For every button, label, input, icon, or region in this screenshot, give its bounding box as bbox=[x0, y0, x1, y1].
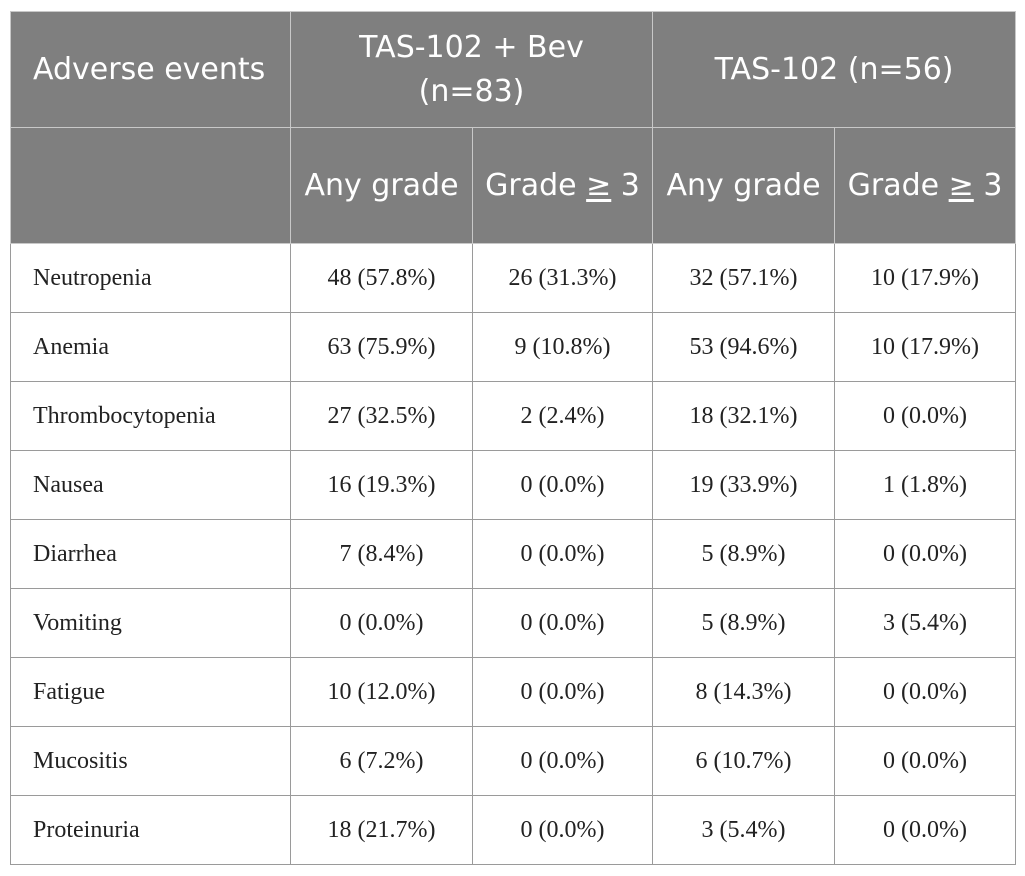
table-row: Neutropenia 48 (57.8%) 26 (31.3%) 32 (57… bbox=[10, 243, 1017, 313]
g2-any-grade-value: 6 (10.7%) bbox=[652, 726, 836, 796]
grade-prefix: Grade bbox=[485, 167, 587, 203]
table-row: Thrombocytopenia 27 (32.5%) 2 (2.4%) 18 … bbox=[10, 381, 1017, 451]
grade-ge-symbol: ≥ bbox=[948, 167, 974, 203]
table-row: Diarrhea 7 (8.4%) 0 (0.0%) 5 (8.9%) 0 (0… bbox=[10, 519, 1017, 589]
g1-any-grade-value: 48 (57.8%) bbox=[290, 243, 473, 313]
event-name: Nausea bbox=[10, 450, 291, 520]
g1-grade3-value: 0 (0.0%) bbox=[471, 519, 654, 589]
grade-suffix: 3 bbox=[973, 167, 1003, 203]
table-body: Neutropenia 48 (57.8%) 26 (31.3%) 32 (57… bbox=[10, 243, 1017, 865]
grade-prefix: Grade bbox=[847, 167, 949, 203]
g2-grade3-value: 1 (1.8%) bbox=[834, 450, 1017, 520]
g1-any-grade-value: 16 (19.3%) bbox=[290, 450, 473, 520]
event-name: Anemia bbox=[10, 312, 291, 382]
table-header: Adverse events TAS-102 + Bev (n=83) TAS-… bbox=[10, 11, 1017, 244]
table-row: Nausea 16 (19.3%) 0 (0.0%) 19 (33.9%) 1 … bbox=[10, 450, 1017, 520]
table-row: Proteinuria 18 (21.7%) 0 (0.0%) 3 (5.4%)… bbox=[10, 795, 1017, 865]
header-group-tas102: TAS-102 (n=56) bbox=[652, 11, 1017, 128]
table-row: Fatigue 10 (12.0%) 0 (0.0%) 8 (14.3%) 0 … bbox=[10, 657, 1017, 727]
g1-any-grade-value: 18 (21.7%) bbox=[290, 795, 473, 865]
g2-any-grade-value: 32 (57.1%) bbox=[652, 243, 836, 313]
g1-grade3-value: 0 (0.0%) bbox=[471, 726, 654, 796]
header-adverse-events: Adverse events bbox=[10, 11, 291, 128]
g2-any-grade-value: 19 (33.9%) bbox=[652, 450, 836, 520]
header-g1-grade-3: Grade ≥ 3 bbox=[471, 127, 654, 244]
g2-grade3-value: 0 (0.0%) bbox=[834, 795, 1017, 865]
g2-grade3-value: 0 (0.0%) bbox=[834, 381, 1017, 451]
header-g2-any-grade: Any grade bbox=[652, 127, 836, 244]
g1-grade3-value: 26 (31.3%) bbox=[471, 243, 654, 313]
g2-grade3-value: 10 (17.9%) bbox=[834, 312, 1017, 382]
adverse-events-table: Adverse events TAS-102 + Bev (n=83) TAS-… bbox=[10, 11, 1017, 865]
grade-suffix: 3 bbox=[611, 167, 640, 203]
g2-grade3-value: 10 (17.9%) bbox=[834, 243, 1017, 313]
event-name: Diarrhea bbox=[10, 519, 291, 589]
table-row: Anemia 63 (75.9%) 9 (10.8%) 53 (94.6%) 1… bbox=[10, 312, 1017, 382]
g1-grade3-value: 0 (0.0%) bbox=[471, 795, 654, 865]
g1-any-grade-value: 6 (7.2%) bbox=[290, 726, 473, 796]
event-name: Proteinuria bbox=[10, 795, 291, 865]
g1-grade3-value: 2 (2.4%) bbox=[471, 381, 654, 451]
header-row-groups: Adverse events TAS-102 + Bev (n=83) TAS-… bbox=[10, 11, 1017, 128]
g2-any-grade-value: 5 (8.9%) bbox=[652, 588, 836, 658]
g1-any-grade-value: 10 (12.0%) bbox=[290, 657, 473, 727]
g2-any-grade-value: 53 (94.6%) bbox=[652, 312, 836, 382]
grade-ge-symbol: ≥ bbox=[586, 167, 612, 203]
event-name: Thrombocytopenia bbox=[10, 381, 291, 451]
g1-grade3-value: 0 (0.0%) bbox=[471, 588, 654, 658]
g1-any-grade-value: 7 (8.4%) bbox=[290, 519, 473, 589]
g2-any-grade-value: 5 (8.9%) bbox=[652, 519, 836, 589]
event-name: Vomiting bbox=[10, 588, 291, 658]
header-row-grades: Any grade Grade ≥ 3 Any grade Grade ≥ 3 bbox=[10, 127, 1017, 244]
g2-grade3-value: 3 (5.4%) bbox=[834, 588, 1017, 658]
g2-grade3-value: 0 (0.0%) bbox=[834, 519, 1017, 589]
g1-grade3-value: 0 (0.0%) bbox=[471, 450, 654, 520]
g1-grade3-value: 9 (10.8%) bbox=[471, 312, 654, 382]
event-name: Mucositis bbox=[10, 726, 291, 796]
g2-grade3-value: 0 (0.0%) bbox=[834, 726, 1017, 796]
table-row: Vomiting 0 (0.0%) 0 (0.0%) 5 (8.9%) 3 (5… bbox=[10, 588, 1017, 658]
header-g1-any-grade: Any grade bbox=[290, 127, 473, 244]
event-name: Fatigue bbox=[10, 657, 291, 727]
g2-any-grade-value: 18 (32.1%) bbox=[652, 381, 836, 451]
event-name: Neutropenia bbox=[10, 243, 291, 313]
g1-any-grade-value: 63 (75.9%) bbox=[290, 312, 473, 382]
g1-any-grade-value: 0 (0.0%) bbox=[290, 588, 473, 658]
header-group-tas102-bev: TAS-102 + Bev (n=83) bbox=[289, 11, 654, 128]
g2-grade3-value: 0 (0.0%) bbox=[834, 657, 1017, 727]
header-blank-cell bbox=[10, 127, 291, 244]
g2-any-grade-value: 3 (5.4%) bbox=[652, 795, 836, 865]
g2-any-grade-value: 8 (14.3%) bbox=[652, 657, 836, 727]
table-row: Mucositis 6 (7.2%) 0 (0.0%) 6 (10.7%) 0 … bbox=[10, 726, 1017, 796]
g1-grade3-value: 0 (0.0%) bbox=[471, 657, 654, 727]
g1-any-grade-value: 27 (32.5%) bbox=[290, 381, 473, 451]
header-g2-grade-3: Grade ≥ 3 bbox=[834, 127, 1017, 244]
